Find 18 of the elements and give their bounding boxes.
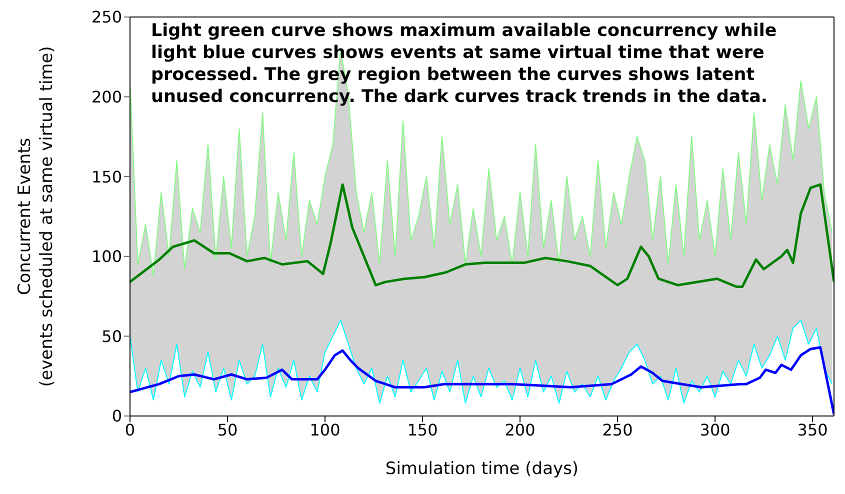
x-tick-label: 50 <box>217 420 238 440</box>
x-tick-label: 300 <box>700 420 730 440</box>
x-tick-label: 0 <box>124 420 136 440</box>
x-axis-title: Simulation time (days) <box>385 459 579 479</box>
y-tick-label: 100 <box>91 247 122 266</box>
y-axis-title: Concurrent Events (events scheduled at same virtual time) <box>15 46 57 387</box>
y-tick-label: 200 <box>91 87 122 106</box>
x-tick-label: 250 <box>602 420 633 440</box>
y-tick-label: 250 <box>91 8 122 27</box>
x-tick-label: 150 <box>407 420 438 440</box>
x-tick-label: 350 <box>797 420 828 440</box>
x-tick-label: 200 <box>504 420 536 440</box>
y-tick-label: 0 <box>112 406 122 426</box>
y-tick-label: 50 <box>102 326 122 346</box>
x-tick-label: 100 <box>310 420 340 440</box>
line-series <box>130 183 834 288</box>
y-tick-label: 150 <box>91 167 122 186</box>
annotation: Light green curve shows maximum available concurrency while light blue curves shows events at same virtual time that were processed. The grey region between the curves shows latent unused concurrency. The dark curves track trends in the data. <box>151 20 777 108</box>
